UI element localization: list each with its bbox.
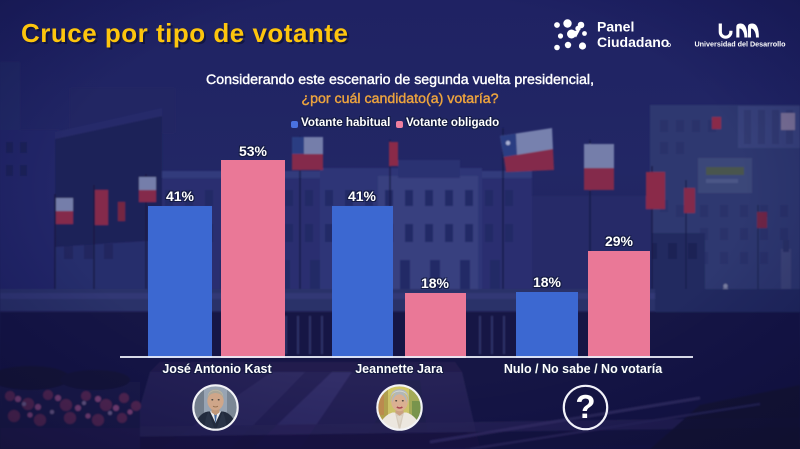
svg-text:?: ? <box>575 388 595 425</box>
svg-text:Ciudadano: Ciudadano <box>597 34 669 50</box>
svg-text:Panel: Panel <box>597 19 634 35</box>
svg-text:Universidad del Desarrollo: Universidad del Desarrollo <box>694 40 786 49</box>
